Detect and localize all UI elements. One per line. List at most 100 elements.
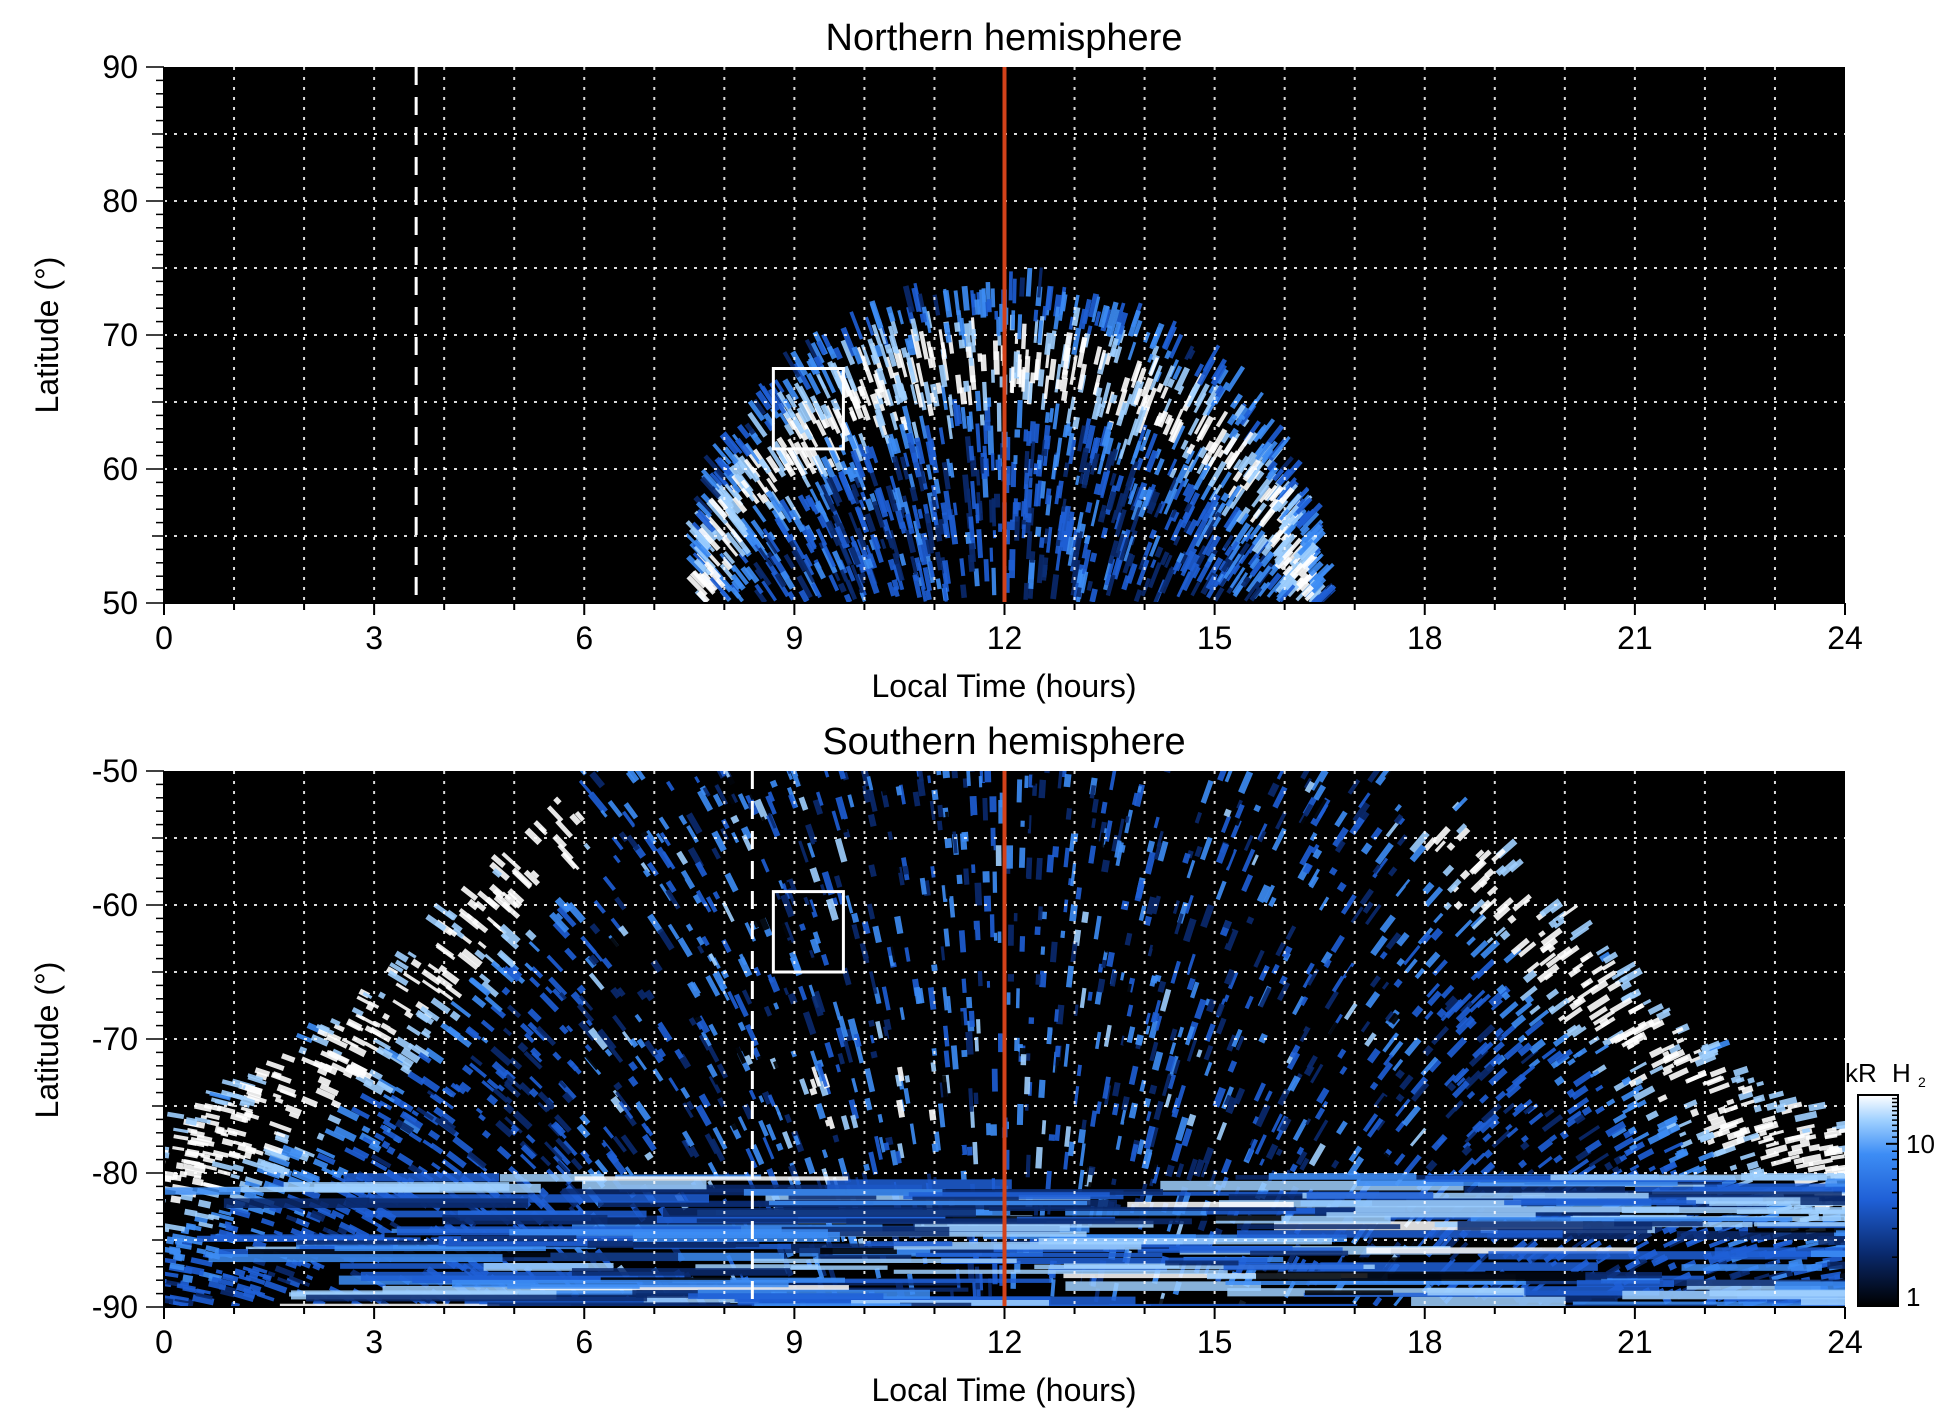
south-emission-streak — [851, 1077, 859, 1093]
north-emission-streak — [1278, 519, 1290, 531]
south-emission-streak — [1223, 994, 1230, 1003]
south-emission-streak — [676, 850, 689, 866]
south-emission-streak — [1394, 1153, 1406, 1166]
south-emission-streak — [643, 989, 655, 1002]
south-emission-streak — [1395, 1069, 1405, 1080]
south-emission-streak — [1427, 990, 1442, 1007]
north-emission-streak — [958, 339, 966, 349]
south-emission-streak — [881, 787, 890, 796]
south-emission-streak — [1729, 1267, 1751, 1281]
south-emission-streak — [1035, 974, 1041, 985]
south-emission-streak — [1145, 1111, 1152, 1122]
south-emission-streak — [1469, 898, 1485, 914]
south-emission-streak — [1455, 1016, 1469, 1030]
south-emission-streak — [1243, 834, 1254, 852]
north-emission-streak — [1054, 485, 1061, 505]
south-emission-streak — [1135, 1034, 1144, 1046]
south-emission-streak — [1536, 963, 1560, 983]
south-emission-streak — [1167, 1194, 1176, 1204]
south-emission-streak — [295, 1217, 310, 1228]
north-emission-streak — [1133, 589, 1143, 603]
north-emission-streak — [1040, 481, 1046, 499]
south-emission-streak — [887, 781, 897, 803]
south-emission-streak — [825, 898, 839, 921]
north-emission-streak — [1071, 306, 1081, 327]
south-emission-streak — [1189, 936, 1199, 946]
south-emission-streak — [499, 966, 516, 983]
south-emission-streak — [832, 1001, 842, 1021]
south-emission-streak — [1629, 1164, 1640, 1172]
south-emission-streak — [670, 854, 683, 870]
south-emission-streak — [602, 1126, 614, 1139]
north-emission-streak — [899, 416, 909, 431]
south-emission-streak — [1202, 1146, 1214, 1165]
south-emission-streak — [184, 1208, 198, 1217]
north-x-tick-label: 3 — [365, 620, 383, 656]
south-emission-streak — [979, 771, 985, 784]
south-emission-streak — [1588, 1152, 1610, 1168]
north-emission-streak — [1037, 369, 1045, 387]
north-emission-streak — [805, 542, 815, 554]
north-emission-streak — [1136, 559, 1150, 586]
south-emission-streak — [1310, 1063, 1324, 1084]
south-emission-streak — [1808, 1101, 1827, 1112]
south-emission-streak — [316, 1152, 336, 1166]
south-polar-band — [340, 1263, 589, 1269]
north-emission-streak — [1131, 406, 1148, 437]
south-emission-streak — [180, 1192, 194, 1202]
south-emission-streak — [210, 1211, 235, 1222]
south-emission-streak — [260, 1217, 275, 1227]
north-emission-streak — [889, 412, 899, 431]
south-emission-streak — [224, 1221, 232, 1228]
south-emission-streak — [1475, 1024, 1496, 1044]
south-emission-streak — [1491, 1130, 1511, 1149]
south-emission-streak — [519, 1022, 534, 1037]
south-emission-streak — [233, 1290, 255, 1303]
north-emission-streak — [867, 338, 881, 365]
south-emission-streak — [211, 1161, 234, 1172]
south-emission-streak — [1061, 771, 1067, 778]
north-emission-streak — [1170, 508, 1178, 519]
south-emission-streak — [246, 1089, 262, 1099]
south-emission-streak — [239, 1180, 251, 1189]
north-emission-streak — [929, 392, 936, 403]
south-emission-streak — [243, 1289, 256, 1299]
south-emission-streak — [1302, 973, 1313, 989]
south-emission-streak — [1330, 934, 1345, 953]
south-emission-streak — [170, 1195, 182, 1204]
south-emission-streak — [256, 1165, 281, 1180]
south-emission-streak — [1524, 1019, 1544, 1037]
south-emission-streak — [634, 771, 646, 781]
south-emission-streak — [1321, 1100, 1329, 1108]
north-emission-streak — [970, 462, 978, 477]
south-emission-streak — [815, 1103, 826, 1120]
south-emission-streak — [767, 1094, 776, 1107]
south-emission-streak — [1298, 830, 1314, 850]
south-emission-streak — [380, 1022, 391, 1032]
north-emission-streak — [914, 383, 924, 408]
south-emission-streak — [618, 925, 629, 937]
south-emission-streak — [1791, 1143, 1802, 1152]
south-emission-streak — [946, 995, 952, 1014]
south-emission-streak — [1541, 1114, 1564, 1133]
south-emission-streak — [1538, 930, 1546, 938]
south-emission-streak — [1238, 771, 1254, 795]
south-emission-streak — [507, 888, 525, 905]
north-emission-streak — [1044, 332, 1053, 356]
north-emission-streak — [731, 578, 743, 591]
south-emission-streak — [778, 879, 785, 890]
south-polar-band — [248, 1249, 551, 1258]
south-emission-streak — [838, 771, 846, 780]
south-emission-streak — [624, 1166, 634, 1177]
south-emission-streak — [607, 800, 623, 818]
south-emission-streak — [1385, 932, 1402, 950]
north-emission-streak — [1035, 480, 1043, 507]
north-emission-streak — [1123, 536, 1135, 562]
south-emission-streak — [1479, 1041, 1494, 1056]
north-emission-streak — [965, 531, 972, 544]
south-emission-streak — [1244, 995, 1254, 1010]
south-emission-streak — [911, 956, 919, 970]
south-emission-streak — [1070, 862, 1077, 887]
south-emission-streak — [611, 836, 624, 851]
